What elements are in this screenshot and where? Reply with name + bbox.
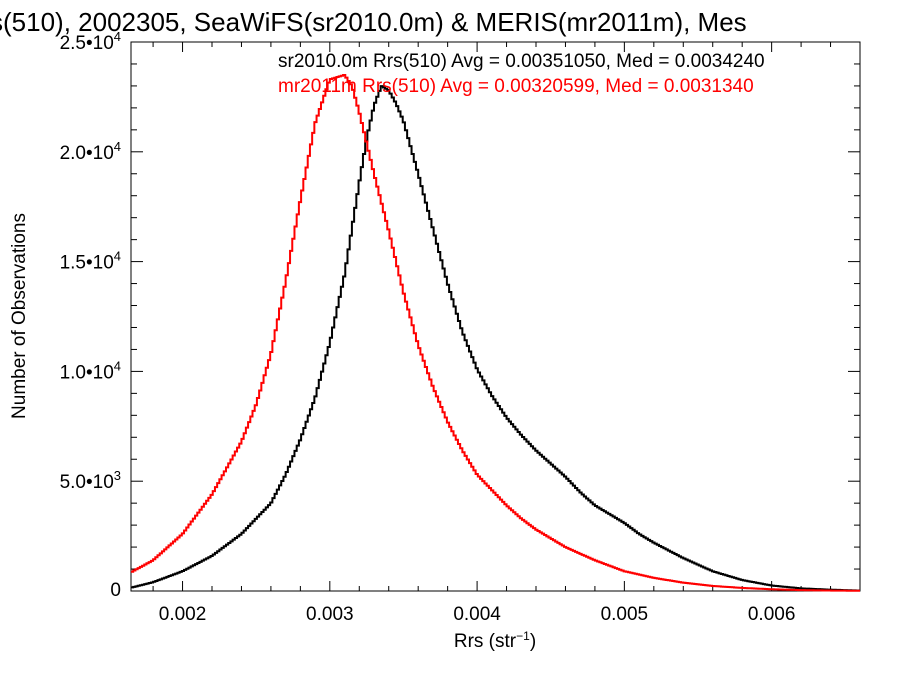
y-axis-label: Number of Observations [9, 213, 30, 419]
series-sr2010-line [131, 85, 860, 592]
annotations: sr2010.0m Rrs(510) Avg = 0.00351050, Med… [278, 51, 765, 97]
x-axis-label-close: ) [530, 631, 536, 652]
y-tick-exponent: 3 [114, 468, 121, 483]
x-axis-tick-labels: 0.002 0.003 0.004 0.005 0.006 [159, 604, 796, 625]
y-tick-mantissa: 2.5•10 [60, 33, 114, 54]
y-tick-mantissa: 0 [110, 580, 121, 601]
x-tick-label: 0.003 [306, 604, 354, 625]
y-tick-label: 5.0•103 [60, 468, 121, 493]
y-tick-label: 2.5•104 [60, 29, 121, 54]
y-tick-exponent: 4 [114, 358, 121, 373]
y-tick-mantissa: 2.0•10 [60, 143, 114, 164]
y-tick-exponent: 4 [114, 249, 121, 264]
chart-title: s(510), 2002305, SeaWiFS(sr2010.0m) & ME… [0, 7, 747, 37]
y-tick-label: 0 [110, 580, 121, 601]
y-tick-label: 1.0•104 [60, 358, 121, 383]
y-tick-mantissa: 1.5•10 [60, 253, 114, 274]
x-axis-label-superscript: −1 [516, 629, 530, 643]
annotation-mr2011: mr2011m Rrs(510) Avg = 0.00320599, Med =… [278, 76, 754, 97]
x-tick-label: 0.005 [601, 604, 649, 625]
y-axis-ticks [131, 41, 860, 592]
x-tick-label: 0.006 [748, 604, 796, 625]
annotation-sr2010: sr2010.0m Rrs(510) Avg = 0.00351050, Med… [278, 51, 765, 72]
y-tick-exponent: 4 [114, 29, 121, 44]
series-layer [131, 74, 860, 592]
x-tick-label: 0.002 [159, 604, 207, 625]
y-tick-label: 1.5•104 [60, 249, 121, 274]
plot-frame [130, 41, 861, 592]
y-tick-label: 2.0•104 [60, 139, 121, 164]
x-axis-ticks [152, 42, 861, 591]
x-axis-label-text: Rrs (str [454, 631, 517, 652]
y-tick-exponent: 4 [114, 139, 121, 154]
y-tick-mantissa: 1.0•10 [60, 362, 114, 383]
x-tick-label: 0.004 [453, 604, 501, 625]
series-mr2011-line [131, 74, 860, 592]
y-tick-mantissa: 5.0•10 [60, 472, 114, 493]
plot-border [130, 41, 861, 592]
x-axis-label: Rrs (str−1) [454, 629, 536, 652]
